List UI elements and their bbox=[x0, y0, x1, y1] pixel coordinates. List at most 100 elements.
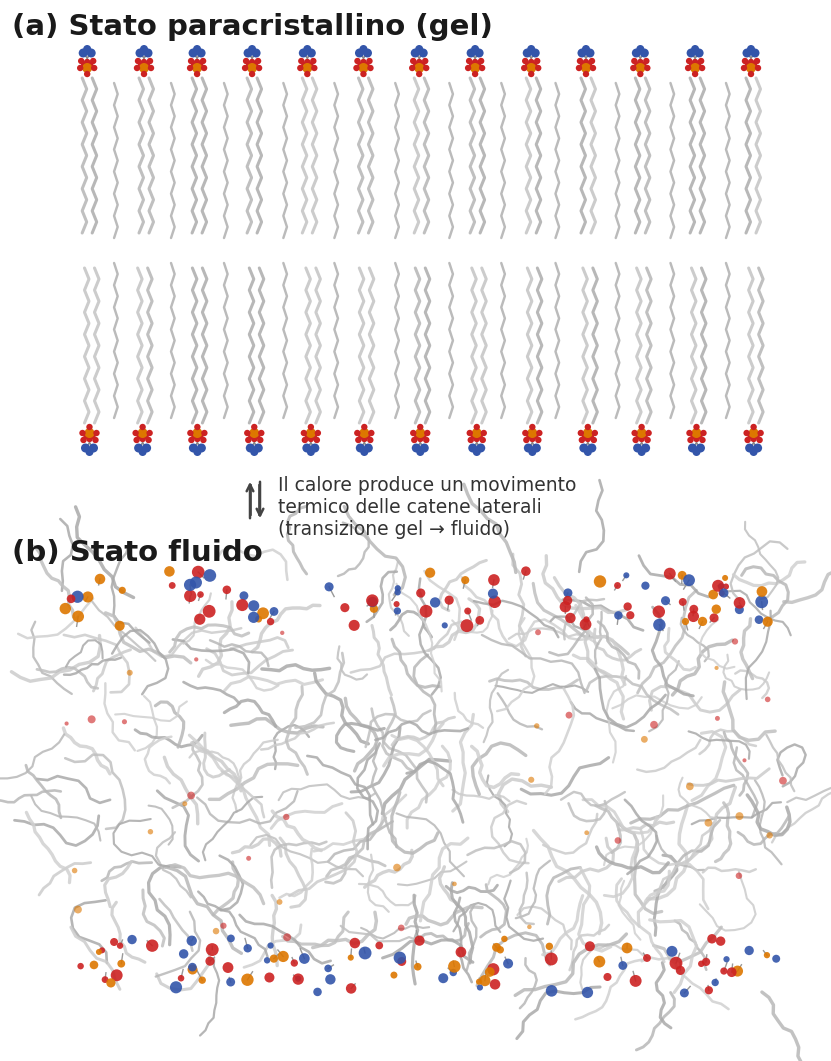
Circle shape bbox=[85, 428, 95, 438]
Circle shape bbox=[585, 436, 591, 442]
Circle shape bbox=[192, 63, 202, 73]
Circle shape bbox=[364, 433, 371, 439]
Circle shape bbox=[589, 57, 595, 65]
Circle shape bbox=[223, 586, 231, 594]
Circle shape bbox=[711, 605, 721, 614]
Circle shape bbox=[248, 601, 259, 611]
Circle shape bbox=[366, 57, 372, 65]
Circle shape bbox=[467, 49, 475, 57]
Circle shape bbox=[634, 62, 641, 68]
Circle shape bbox=[455, 946, 466, 957]
Circle shape bbox=[395, 589, 401, 595]
Circle shape bbox=[74, 906, 82, 914]
Circle shape bbox=[690, 605, 698, 613]
Circle shape bbox=[640, 49, 649, 57]
Circle shape bbox=[307, 448, 315, 456]
Circle shape bbox=[411, 437, 417, 443]
Circle shape bbox=[747, 45, 755, 53]
Circle shape bbox=[79, 430, 86, 436]
Circle shape bbox=[479, 437, 486, 443]
Circle shape bbox=[146, 939, 159, 952]
Circle shape bbox=[546, 942, 553, 950]
Circle shape bbox=[416, 58, 422, 65]
Circle shape bbox=[720, 589, 729, 597]
Circle shape bbox=[307, 423, 314, 430]
Circle shape bbox=[641, 736, 648, 743]
Circle shape bbox=[77, 963, 84, 970]
Circle shape bbox=[139, 448, 146, 456]
Circle shape bbox=[227, 935, 235, 942]
Circle shape bbox=[304, 71, 311, 77]
Circle shape bbox=[423, 65, 430, 71]
Circle shape bbox=[356, 443, 365, 452]
Circle shape bbox=[420, 605, 432, 618]
Circle shape bbox=[528, 58, 534, 65]
Circle shape bbox=[627, 611, 634, 620]
Circle shape bbox=[247, 63, 257, 73]
Circle shape bbox=[765, 697, 770, 702]
Circle shape bbox=[188, 964, 198, 974]
Text: (a) Stato paracristallino (gel): (a) Stato paracristallino (gel) bbox=[12, 13, 493, 41]
Circle shape bbox=[636, 63, 646, 73]
Circle shape bbox=[78, 57, 85, 65]
Circle shape bbox=[87, 62, 93, 68]
Circle shape bbox=[193, 428, 203, 438]
Circle shape bbox=[779, 777, 787, 784]
Circle shape bbox=[545, 953, 558, 966]
Circle shape bbox=[415, 936, 425, 945]
Circle shape bbox=[311, 65, 317, 71]
Circle shape bbox=[465, 65, 471, 71]
Circle shape bbox=[705, 819, 712, 827]
Circle shape bbox=[488, 589, 498, 598]
Circle shape bbox=[199, 976, 206, 984]
Circle shape bbox=[476, 433, 483, 439]
Circle shape bbox=[524, 437, 529, 443]
Circle shape bbox=[526, 433, 533, 439]
Circle shape bbox=[681, 618, 689, 625]
Circle shape bbox=[138, 62, 145, 68]
Circle shape bbox=[302, 443, 312, 452]
Circle shape bbox=[179, 950, 189, 958]
Circle shape bbox=[722, 575, 728, 581]
Circle shape bbox=[642, 433, 648, 439]
Circle shape bbox=[264, 957, 270, 963]
Circle shape bbox=[475, 616, 484, 625]
Circle shape bbox=[310, 57, 317, 65]
Circle shape bbox=[361, 58, 366, 65]
Circle shape bbox=[367, 65, 374, 71]
Circle shape bbox=[661, 596, 670, 605]
Circle shape bbox=[497, 946, 504, 954]
Circle shape bbox=[585, 941, 595, 952]
Circle shape bbox=[546, 985, 558, 996]
Circle shape bbox=[148, 65, 155, 71]
Circle shape bbox=[687, 437, 694, 443]
Circle shape bbox=[142, 433, 149, 439]
Circle shape bbox=[686, 430, 693, 436]
Circle shape bbox=[638, 423, 645, 430]
Circle shape bbox=[95, 574, 106, 585]
Circle shape bbox=[529, 777, 534, 783]
Circle shape bbox=[252, 62, 258, 68]
Circle shape bbox=[201, 65, 207, 71]
Circle shape bbox=[732, 639, 738, 645]
Circle shape bbox=[692, 448, 701, 456]
Circle shape bbox=[535, 437, 542, 443]
Circle shape bbox=[361, 71, 366, 77]
Circle shape bbox=[188, 962, 197, 972]
Circle shape bbox=[707, 934, 716, 943]
Circle shape bbox=[346, 984, 356, 994]
Circle shape bbox=[376, 941, 383, 950]
Circle shape bbox=[361, 436, 367, 442]
Circle shape bbox=[307, 49, 316, 57]
Circle shape bbox=[117, 960, 125, 968]
Circle shape bbox=[588, 443, 597, 452]
Circle shape bbox=[187, 792, 195, 799]
Circle shape bbox=[91, 65, 97, 71]
Circle shape bbox=[468, 443, 477, 452]
Circle shape bbox=[594, 575, 606, 588]
Circle shape bbox=[65, 721, 69, 726]
Circle shape bbox=[307, 436, 314, 442]
Circle shape bbox=[169, 582, 175, 589]
Circle shape bbox=[307, 62, 313, 68]
Circle shape bbox=[414, 63, 424, 73]
